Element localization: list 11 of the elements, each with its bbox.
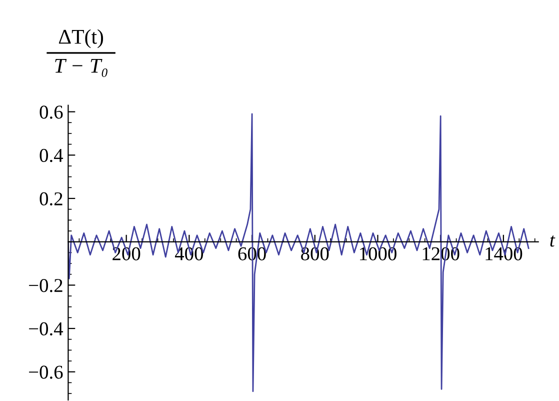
x-tick-label: 1000 <box>360 247 396 260</box>
y-tick-label: −0.2 <box>29 278 62 292</box>
y-tick-label: 0.6 <box>40 106 63 119</box>
line-series <box>68 113 530 392</box>
x-tick-label: 800 <box>301 247 329 260</box>
y-tick-label: −0.4 <box>29 322 64 336</box>
y-axis-title: ΔT(t) T − T₀ <box>55 29 108 77</box>
x-axis-title: t <box>550 236 556 247</box>
y-tick-label: −0.6 <box>29 366 63 379</box>
y-tick-label: 0.2 <box>40 192 62 206</box>
y-tick-label: 0.4 <box>40 148 64 162</box>
